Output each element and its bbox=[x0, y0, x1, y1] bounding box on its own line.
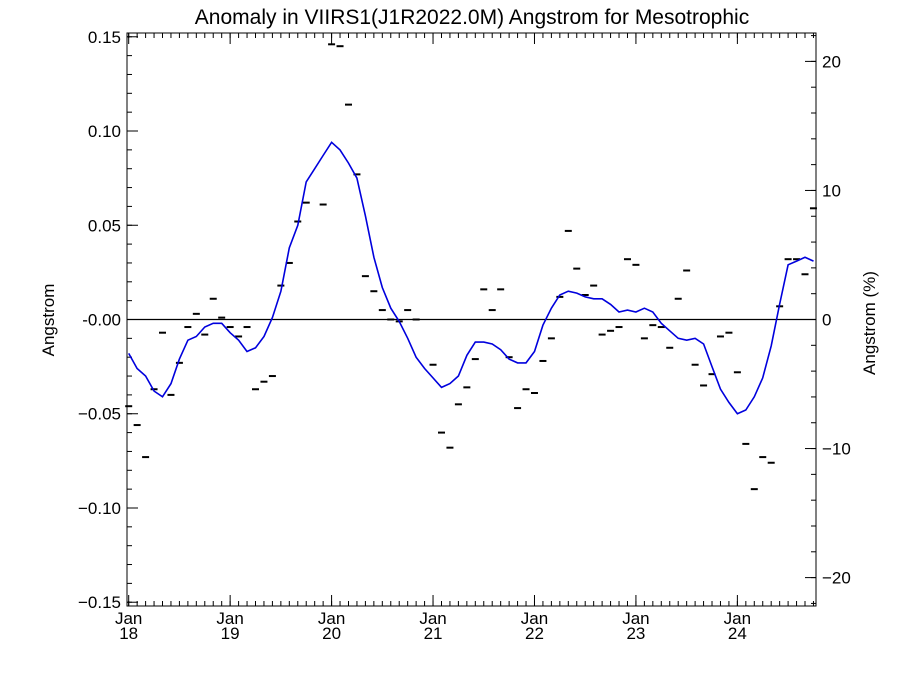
x-tick-year: 22 bbox=[525, 624, 544, 643]
x-tick-year: 20 bbox=[322, 624, 341, 643]
x-tick-year: 18 bbox=[119, 624, 138, 643]
monthly-anomaly-points bbox=[125, 43, 817, 491]
x-tick-year: 19 bbox=[221, 624, 240, 643]
y-tick-label: −0.05 bbox=[78, 405, 121, 424]
x-tick-year: 23 bbox=[626, 624, 645, 643]
y-axis-label: Angstrom bbox=[39, 284, 58, 357]
x-tick-month: Jan bbox=[216, 609, 243, 628]
x-tick-month: Jan bbox=[622, 609, 649, 628]
y-tick-label: −0.10 bbox=[78, 499, 121, 518]
x-tick-month: Jan bbox=[318, 609, 345, 628]
y-tick-label: 0.05 bbox=[88, 216, 121, 235]
x-tick-month: Jan bbox=[521, 609, 548, 628]
y2-tick-label: −20 bbox=[822, 569, 851, 588]
x-tick-month: Jan bbox=[419, 609, 446, 628]
chart-title: Anomaly in VIIRS1(J1R2022.0M) Angstrom f… bbox=[195, 6, 749, 29]
x-tick-year: 24 bbox=[728, 624, 747, 643]
y2-tick-label: 20 bbox=[822, 52, 841, 71]
x-tick-month: Jan bbox=[115, 609, 142, 628]
y2-tick-label: 10 bbox=[822, 181, 841, 200]
smoothed-anomaly-line bbox=[128, 141, 814, 415]
y2-axis-label: Angstrom (%) bbox=[860, 271, 879, 375]
x-tick-year: 21 bbox=[424, 624, 443, 643]
y-axis-left: 0.15 0.10 0.05 -0.00 −0.05 −0.10 −0.15 bbox=[78, 28, 138, 612]
y-tick-label: −0.15 bbox=[78, 593, 121, 612]
y-tick-label: 0.15 bbox=[88, 28, 121, 47]
y2-tick-label: 0 bbox=[822, 311, 831, 330]
y-tick-label: -0.00 bbox=[82, 311, 121, 330]
y-tick-label: 0.10 bbox=[88, 122, 121, 141]
x-tick-month: Jan bbox=[724, 609, 751, 628]
y2-tick-label: −10 bbox=[822, 440, 851, 459]
